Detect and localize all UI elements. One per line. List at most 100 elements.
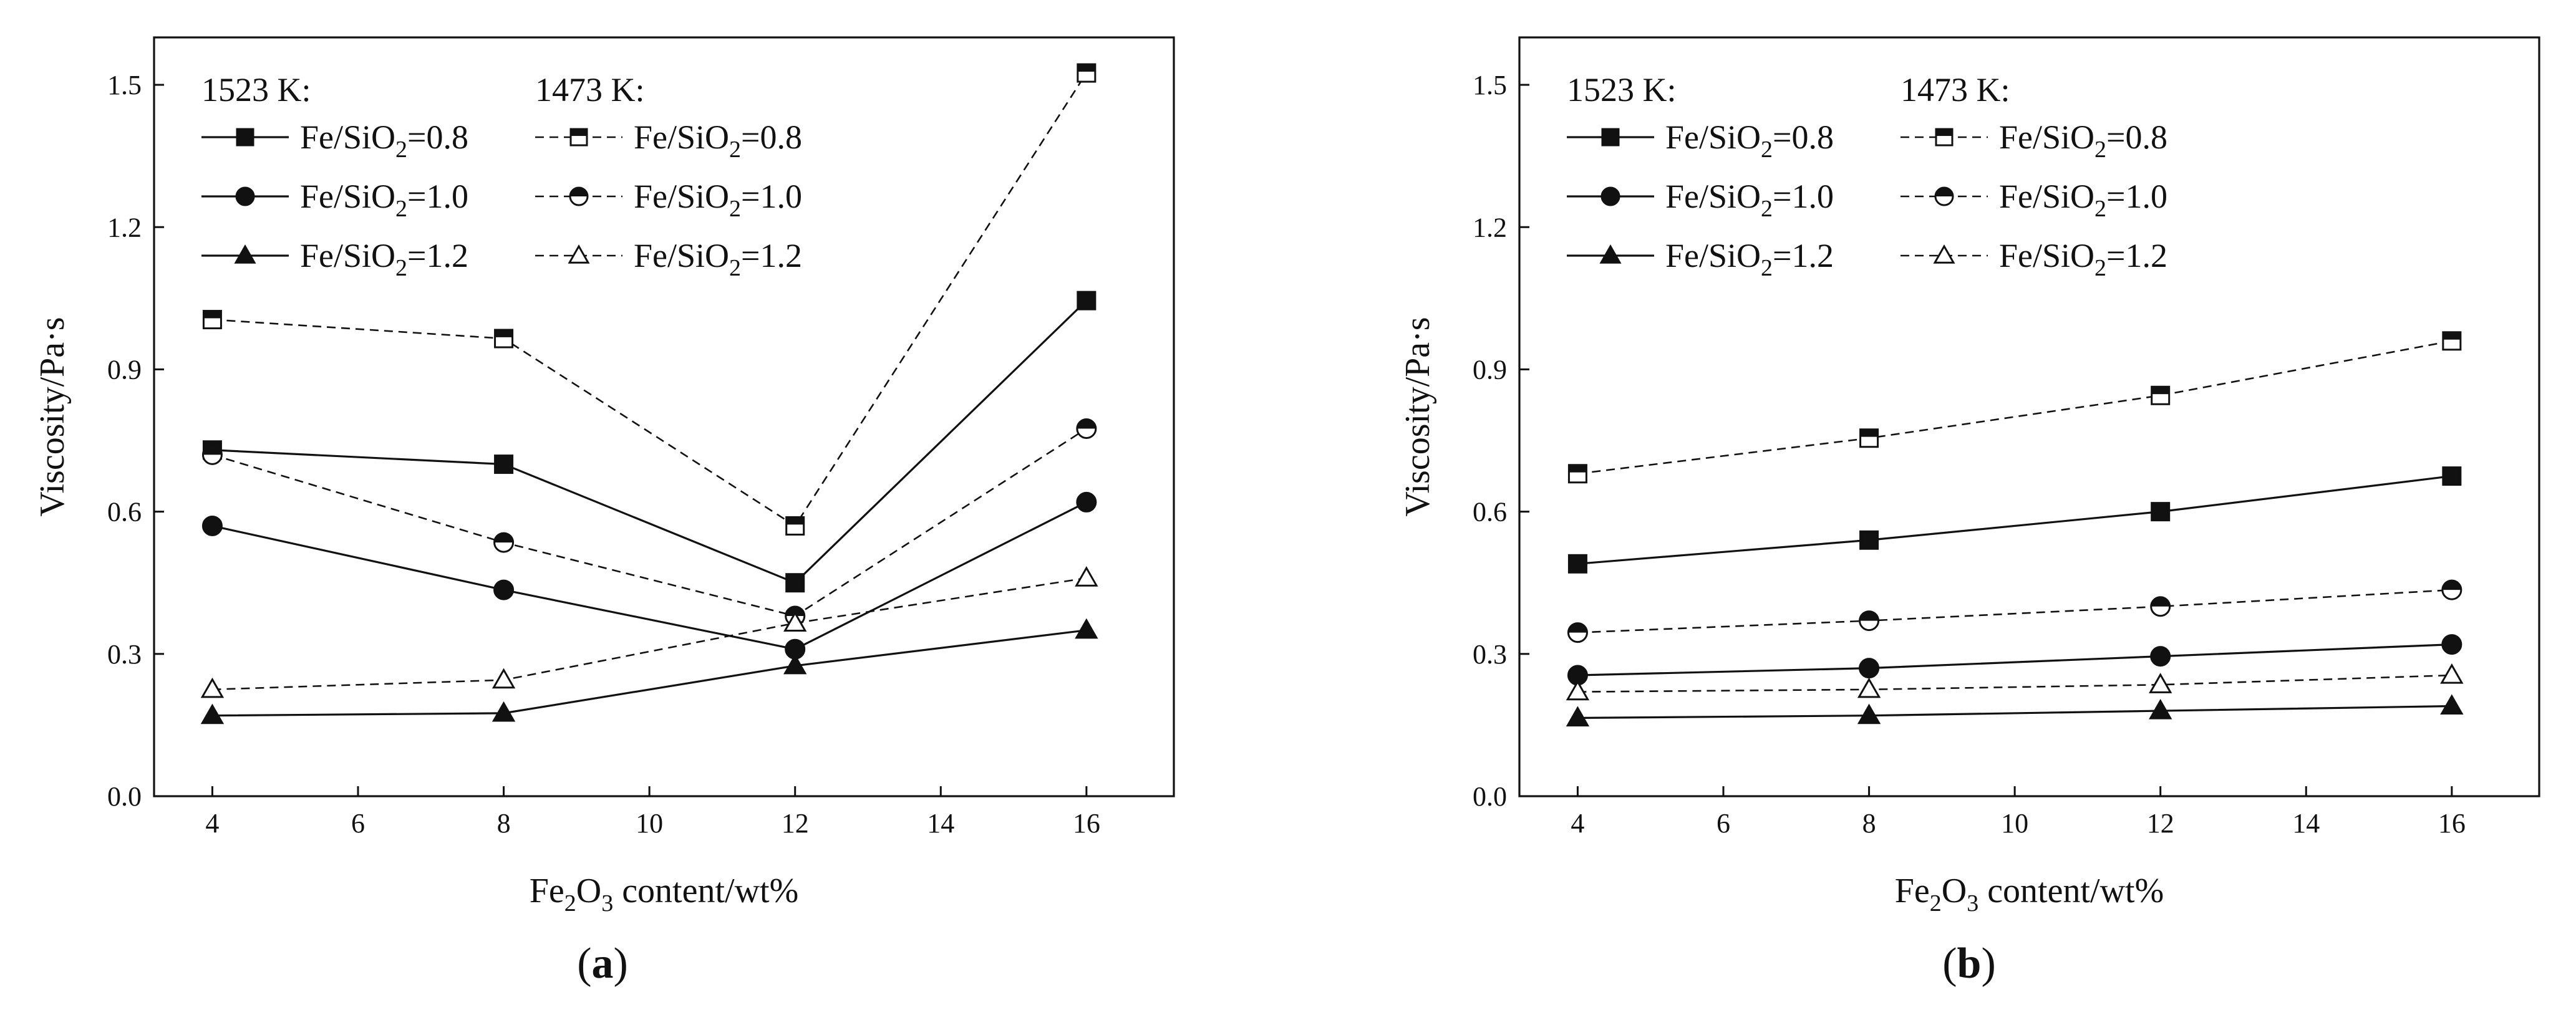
panel-b-legend-entry-1473k-0_8-marker-half [1936,129,1952,137]
panel-b-series-1523k-ratio-0_8-point-box [2442,466,2462,486]
panel-a-legend-entry-1523k-0_8-marker-box [236,128,254,147]
panel-a-series-1473k-ratio-1_2-point [783,611,807,632]
panel-b-legend: 1523 K: 1473 K:Fe/SiO2=0.8Fe/SiO2=1.0Fe/S… [1567,71,2167,281]
panel-a-x-axis-label-part: O [576,872,601,910]
panel-a-label-paren: ) [614,940,628,988]
panel-a-series-1473k-ratio-0_8-point [785,516,805,536]
panel-b-series-1473k-ratio-0_8-point-half [1569,464,1587,473]
panel-a-series-1473k-ratio-0_8-point-half [203,310,221,319]
panel-a-legend-entry-1473k-0_8-label-part: Fe/SiO [634,118,729,156]
panel-a-legend-entry-1523k-1_2-label: Fe/SiO2=1.2 [300,237,468,281]
panel-a-legend-entry-1473k-1_0-label-part: Fe/SiO [634,178,729,215]
panel-a: 4 6 8 10 12 14 16 0.0 0.3 0.6 0.9 1.2 1.5 Viscosity/P… [33,36,1175,988]
panel-b-series-1473k-ratio-1_2-line [1577,674,2452,693]
panel-a-x-axis-label-sub: 3 [601,890,613,917]
panel-b-series-1523k-ratio-1_0-point [1859,658,1880,679]
panel-a-legend-entry-1523k-1_0-marker-disc [235,186,255,206]
panel-b-legend-entry-1523k-1_2-marker [1599,244,1622,264]
panel-b-x-axis-label-part: O [1942,872,1967,910]
panel-a-series-1473k-ratio-1_0-point-half [494,533,513,543]
panel-b-series-1473k-ratio-1_0 [1567,579,2462,643]
panel-a-legend-entry-1523k-0_8: Fe/SiO2=0.8 [201,118,468,163]
panel-b-series-1473k-ratio-1_0-point [1859,610,1880,632]
panel-a-series-1523k-ratio-1_0-point [1076,491,1097,513]
panel-b-series-1473k-ratio-0_8-point-half [1860,429,1878,437]
panel-b-x-axis-label: Fe2O3 content/wt% [1895,872,2164,917]
panel-a-x-tick-label: 12 [782,808,809,839]
panel-b-x-axis-label-sub: 2 [1930,890,1942,917]
panel-a-legend-entry-1473k-0_8-label-sub: 2 [729,137,741,163]
panel-b-x-tick-label: 16 [2438,808,2466,839]
panel-a-legend-entry-1473k-1_0-marker [569,186,589,206]
panel-b-legend-entry-1523k-1_0-marker-disc [1600,186,1620,206]
panel-b-series-1473k-ratio-0_8-point-half [2151,387,2169,395]
panel-a-series-1523k-ratio-1_2-point-tri [200,703,225,724]
panel-a-series-1473k-ratio-0_8-point [1077,63,1097,83]
panel-b-series-1473k-ratio-1_2-point [2149,673,2172,693]
panel-b-series-1523k-ratio-0_8-point-box [1567,554,1587,574]
panel-b-y-tick-label: 0.3 [1473,639,1507,670]
panel-a-series-1523k-ratio-0_8-point [1077,291,1097,310]
panel-b-legend-entry-1473k-1_2-label-part: =1.2 [2106,237,2167,274]
panel-a-plot-frame [153,36,1175,797]
panel-b-series-1473k-ratio-1_2-point [2440,663,2464,684]
panel-b-series-1523k-ratio-1_2-point [2149,698,2172,720]
panel-b-series-1473k-ratio-0_8-line [1577,340,2453,475]
panel-a-series-1473k-ratio-1_0-point-half [203,445,222,455]
panel-a-series-1473k-ratio-1_2-point [491,668,516,689]
panel-a-legend-entry-1473k-1_2-marker [568,244,590,264]
panel-a-legend-entry-1523k-0_8-marker [236,128,254,147]
panel-b-legend-entry-1473k-1_0-marker [1934,186,1954,206]
panel-a-y-tick-label: 0.6 [107,497,142,527]
panel-a-legend-entry-1523k-0_8-label-sub: 2 [395,137,407,163]
panel-a-series-1523k-ratio-1_0-line [212,501,1087,650]
panel-a-legend-entry-1523k-1_0-marker [235,186,255,206]
panel-a-y-tick-label: 0.0 [107,781,142,812]
panel-b-series-1473k-ratio-1_0-point [1567,622,1588,643]
panel-a-legend-entry-1523k-1_0: Fe/SiO2=1.0 [201,178,468,222]
panel-a-x-tick-label: 14 [927,808,954,839]
panel-a-x-tick-label: 10 [636,808,663,839]
panel-b-series-1523k-ratio-0_8-point [1859,530,1879,550]
panel-a-series-1473k-ratio-1_0-point-half [1077,419,1096,429]
panel-a-series-1523k-ratio-1_0-point [493,579,515,600]
panel-b-label-letter: b [1957,940,1982,988]
panel-a-label: (a) [577,940,628,988]
panel-b-legend-entry-1523k-0_8: Fe/SiO2=0.8 [1567,118,1834,163]
panel-a-legend-entry-1473k-0_8-label-part: =0.8 [741,118,802,156]
panel-b-series-1523k-ratio-0_8-point-box [2151,502,2171,522]
panel-a-series-1523k-ratio-0_8-line [212,299,1087,584]
panel-a-series-1473k-ratio-1_2-point [200,677,225,698]
panel-a-series-1473k-ratio-0_8-point-half [786,517,804,525]
panel-a-series-1523k-ratio-1_0-point-disc [201,515,223,536]
panel-b-series-1473k-ratio-1_2-point-tri [2149,673,2172,693]
panel-b-series-1473k-ratio-0_8-point [1567,464,1587,484]
panel-b-series-1473k-ratio-1_0-line [1577,589,2452,633]
panel-a-legend-entry-1523k-1_2-marker-tri [234,244,256,264]
panel-b: 4 6 8 10 12 14 16 0.0 0.3 0.6 0.9 1.2 1.5 Viscosity/P… [1398,36,2540,988]
panel-b-legend-entry-1473k-1_2-label-part: Fe/SiO [1999,237,2094,274]
panel-b-legend-entry-1473k-1_2-marker-tri [1933,244,1955,264]
panel-b-x-tick-label: 12 [2147,808,2174,839]
panel-b-series-1473k-ratio-1_2-point-tri [2440,663,2464,684]
panel-a-series-1473k-ratio-1_2-line [212,577,1087,691]
panel-b-legend-header-1523k: 1523 K: [1567,71,1677,108]
panel-b-legend-entry-1473k-0_8: Fe/SiO2=0.8 [1901,118,2167,163]
panel-b-legend-entry-1473k-1_2-marker [1933,244,1955,264]
panel-b-series-1473k-ratio-1_2-point-tri [1857,677,1881,698]
panel-a-series-1473k-ratio-1_0 [201,418,1097,627]
panel-b-series-1473k-ratio-1_2-point [1857,677,1881,698]
panel-a-y-axis-label: Viscosity/Pa·s [33,317,72,516]
panel-b-series-1473k-ratio-1_2 [1566,663,2464,701]
panel-b-legend-entry-1473k-0_8-label-sub: 2 [2094,137,2106,163]
panel-a-x-axis-label-part: content/wt% [613,872,798,910]
panel-b-series-1523k-ratio-0_8-point [1567,554,1587,574]
panel-b-legend-entry-1523k-1_0-label-part: Fe/SiO [1665,178,1761,215]
panel-a-series-1523k-ratio-1_2 [200,618,1098,724]
panel-a-series-1523k-ratio-0_8-point-box [1077,291,1097,310]
panel-b-legend-entry-1473k-0_8-label: Fe/SiO2=0.8 [1999,118,2167,163]
panel-b-series-1473k-ratio-1_0-point-half [1859,611,1879,621]
panel-b-legend-entry-1473k-1_0: Fe/SiO2=1.0 [1901,178,2167,222]
panel-b-legend-entry-1523k-1_2-label-part: =1.2 [1773,237,1834,274]
